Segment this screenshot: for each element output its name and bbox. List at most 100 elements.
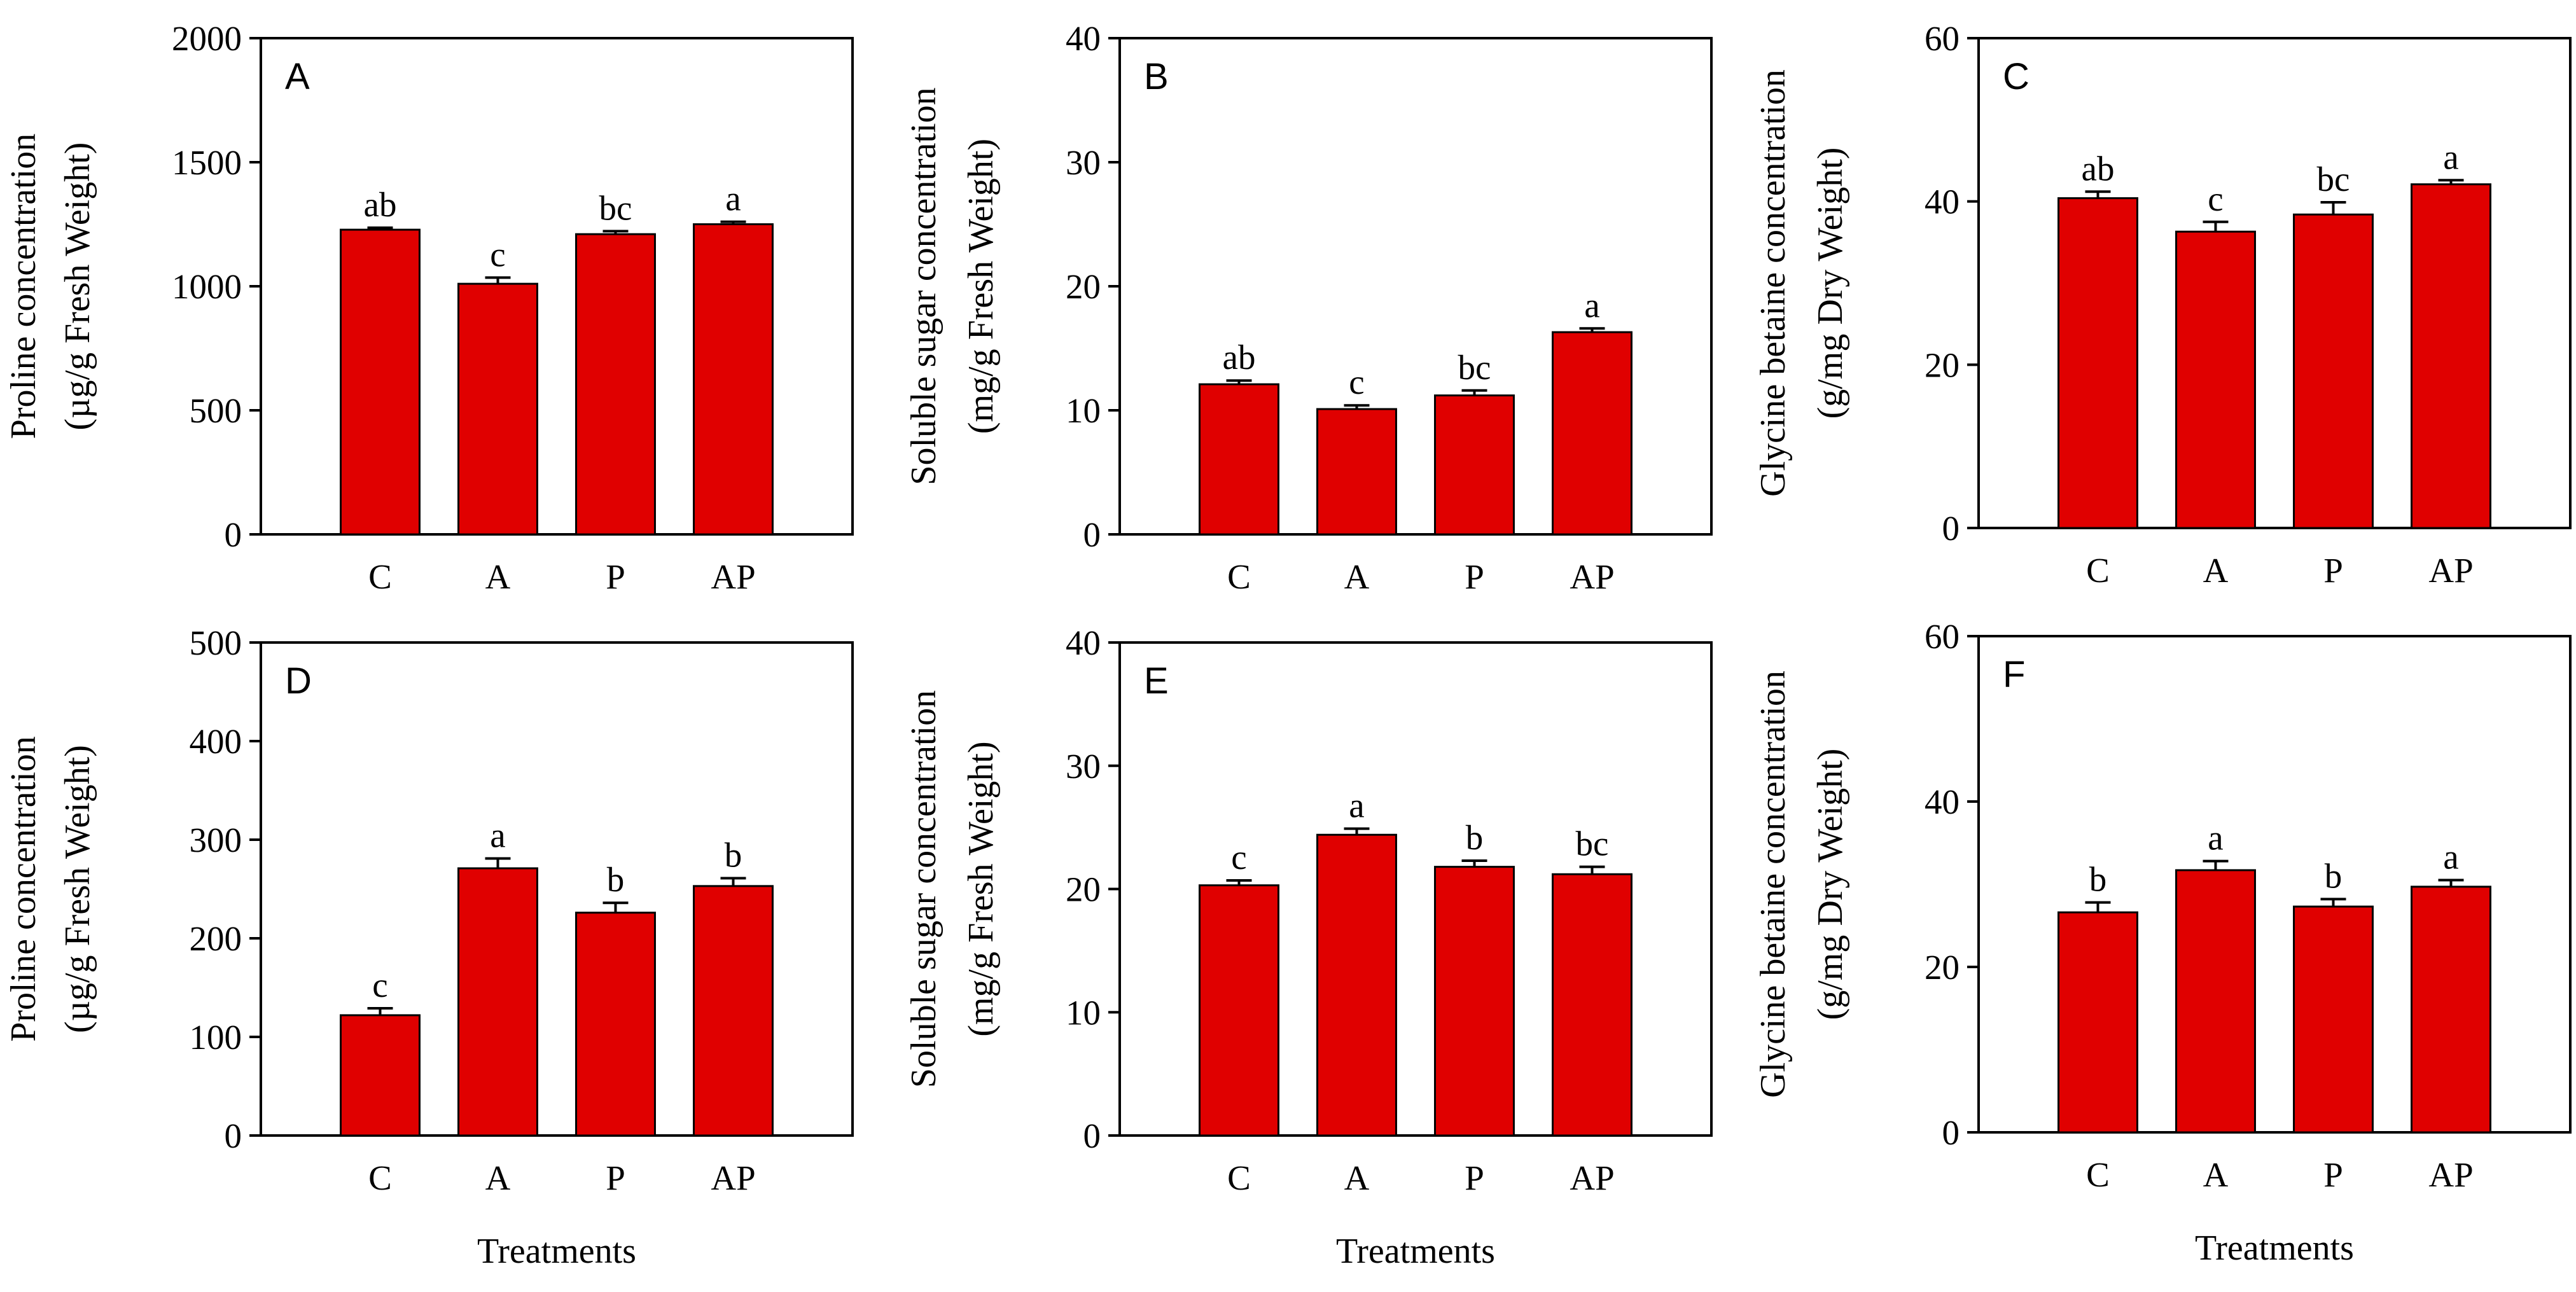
y-tick-label: 0 (1942, 1113, 1960, 1152)
x-tick-label: C (368, 557, 392, 596)
bar (2175, 869, 2256, 1134)
significance-label: b (1466, 818, 1484, 857)
y-axis-title-line2: (µg/g Fresh Weight) (58, 745, 97, 1033)
x-axis-title: Treatments (477, 1232, 636, 1271)
y-axis-title-line2: (mg/g Fresh Weight) (961, 741, 1001, 1036)
y-tick-label: 40 (1925, 183, 1960, 221)
bar (2293, 905, 2374, 1134)
bar (693, 223, 774, 536)
x-tick-label: AP (711, 557, 755, 596)
x-tick-label: AP (2428, 551, 2473, 590)
y-tick-label: 1000 (172, 267, 242, 306)
y-tick-label: 10 (1066, 993, 1101, 1032)
bar (457, 282, 538, 536)
significance-label: c (2208, 179, 2223, 218)
significance-label: b (725, 835, 742, 874)
y-axis-title-line2: (g/mg Dry Weight) (1811, 148, 1850, 419)
x-tick-label: A (485, 557, 511, 596)
bar (457, 867, 538, 1137)
significance-label: c (1231, 838, 1246, 877)
y-tick-label: 500 (190, 391, 242, 430)
bar (340, 1014, 421, 1137)
plot-frame (1977, 635, 2572, 1134)
significance-label: ab (1223, 338, 1256, 377)
bar (2057, 197, 2138, 529)
panel-letter: F (2003, 654, 2025, 695)
y-tick-label: 400 (190, 722, 242, 761)
y-tick-label: 500 (190, 623, 242, 662)
significance-label: b (2089, 860, 2107, 899)
bar (693, 885, 774, 1137)
y-tick-label: 200 (190, 919, 242, 958)
x-tick-label: P (1465, 1158, 1484, 1197)
y-axis-title-line2: (mg/g Fresh Weight) (961, 139, 1001, 434)
y-axis-title-line1: Glycine betaine concentration (1753, 670, 1793, 1098)
x-tick-label: C (368, 1158, 392, 1197)
panel-letter: C (2003, 56, 2029, 97)
significance-label: b (607, 860, 625, 899)
x-tick-label: A (2203, 551, 2229, 590)
significance-label: a (2443, 137, 2458, 176)
bar (1199, 383, 1279, 536)
y-tick-label: 20 (1066, 267, 1101, 306)
x-tick-label: P (2323, 551, 2343, 590)
x-tick-label: P (606, 1158, 625, 1197)
significance-label: bc (1458, 348, 1491, 387)
panel-b: 0 10 20 30 40 Soluble sugar concentration (mg/… (904, 19, 1713, 596)
significance-label: bc (2317, 160, 2350, 198)
y-tick-label: 2000 (172, 19, 242, 58)
significance-label: b (2325, 856, 2343, 895)
y-tick-label: 300 (190, 821, 242, 859)
x-tick-label: AP (1570, 557, 1614, 596)
y-tick-label: 10 (1066, 391, 1101, 430)
y-tick-label: 0 (1942, 509, 1960, 548)
panel-d: 0 100 200 300 400 500 Proline concentration (µg… (4, 623, 854, 1271)
x-tick-label: C (2086, 551, 2110, 590)
y-axis-title-line1: Glycine betaine concentration (1753, 69, 1793, 497)
x-axis-title: Treatments (2195, 1228, 2354, 1268)
plot-frame (260, 641, 854, 1137)
panel-letter: E (1144, 660, 1169, 702)
bar (1434, 866, 1515, 1137)
x-tick-label: P (606, 557, 625, 596)
panel-letter: D (285, 660, 312, 702)
x-tick-label: A (485, 1158, 511, 1197)
y-axis-title-line2: (g/mg Dry Weight) (1811, 749, 1850, 1020)
panel-f: 0 20 40 60 Glycine betaine concentration (g/m… (1753, 617, 2572, 1268)
bar (2057, 911, 2138, 1134)
bar (1316, 833, 1397, 1137)
significance-label: ab (2082, 149, 2115, 188)
x-tick-label: AP (711, 1158, 755, 1197)
x-tick-label: A (1344, 1158, 1370, 1197)
panel-e: 0 10 20 30 40 Soluble sugar concentration (mg/… (904, 623, 1713, 1271)
y-tick-label: 0 (1083, 515, 1101, 554)
y-tick-label: 60 (1925, 617, 1960, 656)
bar (1199, 884, 1279, 1137)
panel-a: 0 500 1000 1500 2000 Proline concentration (µg… (4, 19, 854, 596)
y-tick-label: 20 (1925, 345, 1960, 384)
panel-letter: B (1144, 56, 1169, 97)
bar (1434, 394, 1515, 536)
significance-label: a (725, 179, 741, 218)
y-tick-label: 0 (1083, 1116, 1101, 1155)
bar (575, 233, 656, 536)
bar (340, 228, 421, 536)
bar (2411, 886, 2491, 1134)
y-tick-label: 0 (225, 1116, 242, 1155)
y-tick-label: 30 (1066, 143, 1101, 182)
x-tick-label: P (1465, 557, 1484, 596)
bar (2411, 183, 2491, 529)
y-tick-label: 20 (1066, 870, 1101, 909)
x-tick-label: C (2086, 1155, 2110, 1194)
x-tick-label: A (2203, 1155, 2229, 1194)
significance-label: a (2443, 838, 2458, 877)
y-tick-label: 40 (1925, 782, 1960, 821)
significance-label: a (1349, 786, 1364, 825)
x-tick-label: A (1344, 557, 1370, 596)
y-axis-title-line1: Proline concentration (4, 736, 43, 1042)
y-tick-label: 100 (190, 1018, 242, 1057)
x-tick-label: P (2323, 1155, 2343, 1194)
bar (2293, 213, 2374, 529)
x-tick-label: C (1227, 1158, 1251, 1197)
